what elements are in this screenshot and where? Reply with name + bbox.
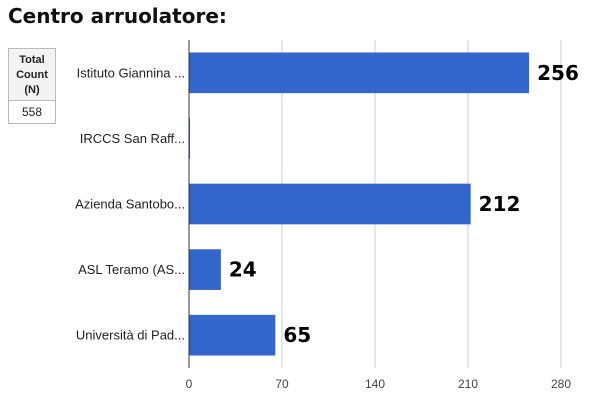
x-tick-label: 280 <box>551 377 571 391</box>
bar <box>189 52 530 94</box>
data-label: 212 <box>479 192 521 216</box>
category-label: Azienda Santobo... <box>75 197 185 212</box>
x-tick-label: 70 <box>275 377 289 391</box>
total-count-box: Total Count (N) 558 <box>8 48 56 124</box>
category-label: Università di Pad... <box>76 328 185 343</box>
x-tick-label: 140 <box>365 377 385 391</box>
x-tick-label: 210 <box>458 377 478 391</box>
bar <box>189 314 276 356</box>
bar <box>189 183 471 225</box>
category-label: IRCCS San Raff... <box>80 131 185 146</box>
bar <box>189 249 221 290</box>
total-count-header: Total Count (N) <box>9 49 55 101</box>
chart-title: Centro arruolatore: <box>8 4 227 28</box>
category-label: Istituto Giannina ... <box>77 65 185 80</box>
data-label: 24 <box>229 258 257 282</box>
data-label: 256 <box>537 61 579 85</box>
total-count-value: 558 <box>21 105 43 119</box>
category-label: ASL Teramo (AS... <box>78 262 185 277</box>
x-tick-label: 0 <box>186 377 193 391</box>
data-label: 65 <box>283 323 311 347</box>
